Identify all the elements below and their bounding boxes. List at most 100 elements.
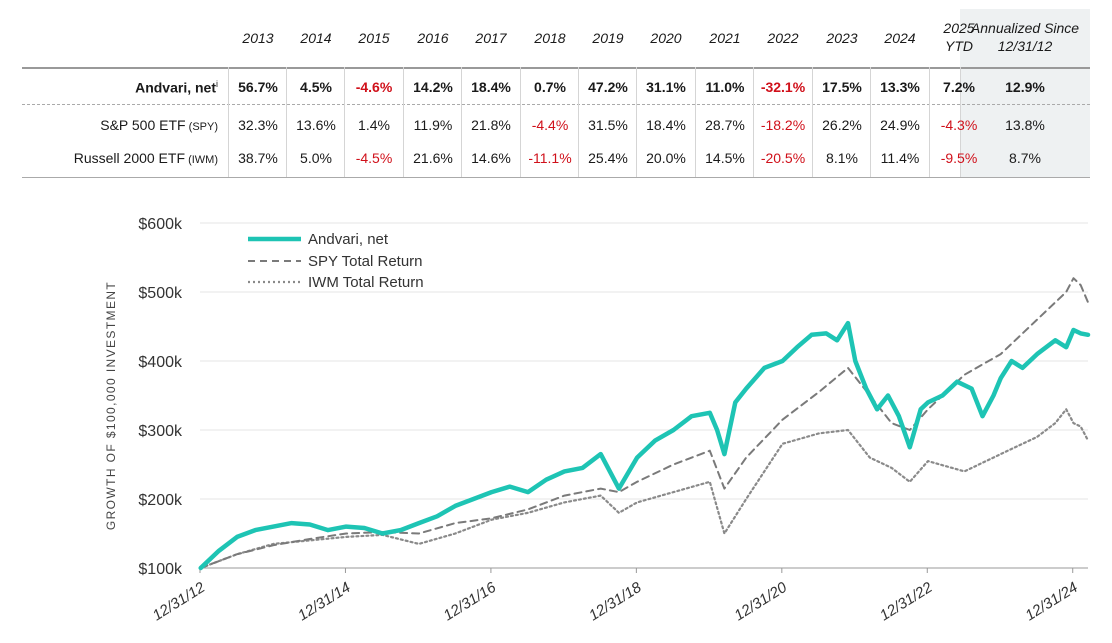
table-rule-1 [22,104,1090,105]
table-col-divider [695,67,696,177]
series-line-spy-total-return [199,277,1089,569]
return-cell: 18.4% [646,117,686,133]
return-cell: 11.9% [413,117,453,133]
return-cell: 20.0% [646,150,686,166]
legend-label: IWM Total Return [308,274,424,291]
return-cell: 31.5% [588,117,628,133]
y-tick-label: $200k [138,492,183,509]
table-col-divider [344,67,345,177]
return-cell: 14.6% [471,150,511,166]
return-cell: -4.5% [355,150,393,166]
growth-chart: $100k $200k $300k $400k $500k $600k GROWTH OF … [104,216,1091,625]
ticker-label: (IWM) [185,154,218,166]
row-label-text: Andvari, net [135,79,216,96]
x-tick-label: 12/31/16 [441,579,500,625]
x-tick-label: 12/31/24 [1022,579,1081,624]
return-cell: 7.2% [943,79,975,95]
header-year: 2016 [417,30,449,46]
return-cell: 26.2% [822,117,862,133]
return-cell: 17.5% [822,79,862,95]
return-cell: -9.5% [940,150,978,166]
return-cell: 21.8% [471,117,511,133]
table-col-divider [929,67,930,177]
header-year: 2017 [475,30,507,46]
return-cell: 25.4% [588,150,628,166]
return-cell: 32.3% [238,117,278,133]
return-cell: 18.4% [471,79,511,95]
return-cell: 1.4% [358,117,390,133]
return-cell: 56.7% [238,79,278,95]
return-cell: 47.2% [588,79,628,95]
x-tick-label: 12/31/18 [586,579,645,625]
return-cell: 14.5% [705,150,745,166]
y-axis-label: GROWTH OF $100,000 INVESTMENT [104,281,118,530]
return-cell: 31.1% [646,79,686,95]
header-year: 2020 [650,30,682,46]
y-tick-label: $500k [138,285,183,302]
return-cell: 13.3% [880,79,920,95]
annualized-cell: 8.7% [1009,150,1041,166]
return-cell: -32.1% [760,79,806,95]
series-line-iwm-total-return [199,408,1090,570]
return-cell: -4.4% [531,117,569,133]
x-tick-label: 12/31/14 [295,579,354,624]
x-tick-label: 12/31/12 [150,579,209,625]
legend-label: SPY Total Return [308,253,423,270]
header-ytd-line1: 2025 [943,20,975,36]
table-col-divider [960,67,961,177]
series-line-andvari-net [198,320,1091,571]
return-cell: 11.0% [705,79,745,95]
table-col-divider [578,67,579,177]
annualized-cell: 13.8% [1005,117,1045,133]
x-tick-label: 12/31/22 [877,579,936,625]
row-label: S&P 500 ETF (SPY) [22,117,218,133]
return-cell: -20.5% [760,150,806,166]
table-col-divider [286,67,287,177]
table-rule-2 [22,177,1090,178]
header-year: 2024 [884,30,916,46]
table-rule-0 [22,67,1090,69]
header-year: 2013 [242,30,274,46]
row-label-text: Russell 2000 ETF [73,150,186,166]
y-tick-label: $300k [138,423,183,440]
return-cell: 14.2% [413,79,453,95]
table-col-divider [228,67,229,177]
header-year: 2023 [826,30,858,46]
return-cell: 21.6% [413,150,453,166]
x-tick-label: 12/31/20 [731,579,790,625]
return-cell: -11.1% [528,150,572,166]
table-col-divider [520,67,521,177]
header-year: 2018 [534,30,566,46]
table-col-divider [403,67,404,177]
return-cell: 4.5% [300,79,332,95]
header-annualized-line1: Annualized Since [970,20,1080,36]
ticker-label: (SPY) [185,121,218,133]
legend-label: Andvari, net [308,231,389,248]
y-tick-label: $400k [138,354,183,371]
footnote-marker: i [216,79,218,89]
table-col-divider [461,67,462,177]
header-annualized-line2: 12/31/12 [997,38,1053,54]
table-col-divider [753,67,754,177]
return-cell: 11.4% [880,150,920,166]
header-year: 2015 [358,30,390,46]
y-tick-label: $100k [138,561,183,578]
row-label-text: S&P 500 ETF [100,117,186,133]
header-ytd-line2: YTD [945,38,973,54]
annualized-column-background [960,9,1090,177]
return-cell: -4.3% [940,117,978,133]
return-cell: 24.9% [880,117,920,133]
return-cell: 28.7% [705,117,745,133]
return-cell: 8.1% [826,150,858,166]
return-cell: -4.6% [355,79,393,95]
return-cell: 5.0% [300,150,332,166]
row-label: Russell 2000 ETF (IWM) [22,150,218,166]
y-tick-label: $600k [138,216,183,233]
table-col-divider [870,67,871,177]
return-cell: 0.7% [534,79,566,95]
row-label: Andvari, neti [22,79,218,96]
table-col-divider [636,67,637,177]
header-year: 2019 [592,30,624,46]
header-year: 2022 [767,30,799,46]
header-year: 2021 [709,30,741,46]
